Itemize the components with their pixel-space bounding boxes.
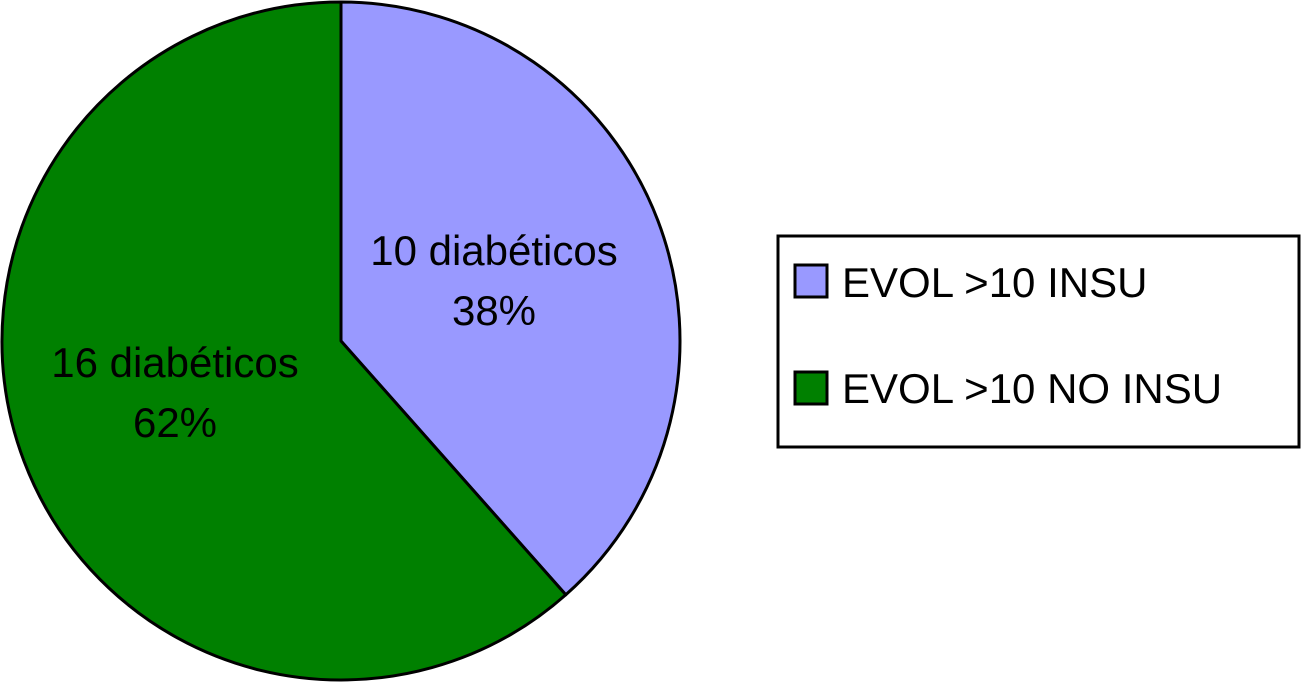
slices-layer [0, 0, 682, 682]
legend: EVOL >10 INSU EVOL >10 NO INSU [776, 234, 1301, 449]
slice-labels-layer: 10 diabéticos 38% 16 diabéticos 62% [51, 227, 618, 446]
slice-label-1: 10 diabéticos [370, 227, 618, 274]
legend-label-2: EVOL >10 NO INSU [842, 365, 1222, 412]
legend-swatch-1 [793, 263, 829, 299]
slice-percent-2: 62% [133, 399, 217, 446]
legend-frame [776, 234, 1301, 449]
slice-percent-1: 38% [452, 287, 536, 334]
pie-slice-2 [0, 0, 568, 682]
slice-label-2: 16 diabéticos [51, 339, 299, 386]
legend-label-1: EVOL >10 INSU [842, 259, 1147, 306]
legend-swatch-2 [793, 370, 829, 406]
pie-slice-1 [339, 0, 682, 597]
